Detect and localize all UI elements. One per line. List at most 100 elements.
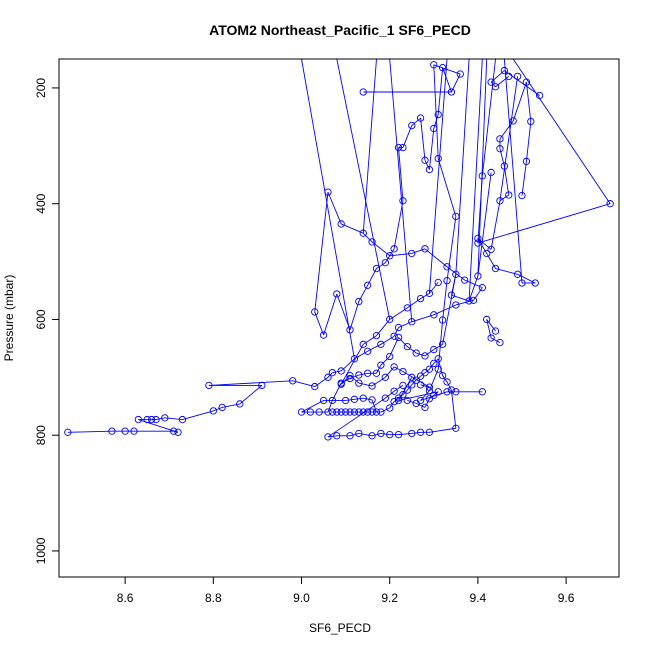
series-segment xyxy=(292,380,315,388)
data-point xyxy=(403,386,411,394)
data-point xyxy=(355,371,363,379)
series-segment-offscale xyxy=(455,59,470,275)
data-point xyxy=(394,333,403,342)
data-point xyxy=(412,399,420,408)
data-point xyxy=(487,168,495,177)
series-segment xyxy=(371,376,386,387)
data-point xyxy=(386,252,394,260)
data-point xyxy=(289,377,297,385)
data-point xyxy=(394,394,403,402)
data-point xyxy=(377,408,385,416)
series-segment xyxy=(323,293,338,336)
series-segment xyxy=(393,366,404,372)
data-point xyxy=(121,427,129,435)
data-point xyxy=(421,245,429,253)
data-point xyxy=(386,430,394,439)
series-segment xyxy=(525,82,532,122)
series-segment xyxy=(380,356,391,366)
series-segment xyxy=(314,311,324,336)
series-segment xyxy=(429,427,456,433)
series-segment xyxy=(341,223,364,234)
data-point xyxy=(319,331,328,339)
data-point xyxy=(147,415,156,424)
series-segment xyxy=(473,287,483,301)
data-point xyxy=(390,245,398,253)
data-point xyxy=(364,369,372,377)
data-point xyxy=(425,383,434,391)
data-point xyxy=(500,66,509,75)
data-point xyxy=(359,408,367,416)
data-point xyxy=(465,297,473,305)
data-point xyxy=(430,391,438,399)
data-point xyxy=(425,289,434,298)
series-segment xyxy=(349,433,359,437)
data-point xyxy=(258,381,266,390)
x-axis: 8.6 8.8 9.0 9.2 9.4 9.6 xyxy=(117,576,575,605)
data-point xyxy=(205,381,213,390)
data-point xyxy=(522,78,531,86)
data-point xyxy=(394,143,403,152)
data-point xyxy=(416,114,425,122)
data-point xyxy=(399,197,407,205)
data-point xyxy=(130,427,138,435)
data-point xyxy=(425,386,434,395)
data-point xyxy=(390,332,398,340)
series-segment xyxy=(340,344,364,385)
data-point xyxy=(368,396,376,404)
data-point xyxy=(311,308,319,316)
series-segment xyxy=(314,192,329,312)
data-point xyxy=(461,276,469,284)
data-point xyxy=(456,70,464,78)
data-point xyxy=(522,157,531,166)
series-segment-offscale xyxy=(362,59,377,234)
series-segment xyxy=(420,293,430,299)
series-segment xyxy=(327,191,342,225)
data-point xyxy=(434,278,442,287)
data-point xyxy=(438,340,447,348)
data-point xyxy=(333,408,341,416)
data-point xyxy=(412,349,420,357)
data-point xyxy=(452,388,460,396)
data-point xyxy=(174,428,182,436)
series-segment xyxy=(477,172,492,277)
data-point xyxy=(518,279,526,287)
series-segment xyxy=(380,433,390,436)
data-point xyxy=(425,428,434,436)
data-point xyxy=(346,408,354,416)
data-point xyxy=(447,88,456,96)
data-point xyxy=(381,373,389,381)
series-segment xyxy=(384,248,395,263)
data-point xyxy=(430,61,438,69)
data-point xyxy=(443,263,451,271)
data-point xyxy=(324,408,332,416)
data-point xyxy=(531,279,539,287)
data-point xyxy=(368,408,376,416)
data-point xyxy=(421,156,429,164)
data-point xyxy=(364,281,372,289)
data-point xyxy=(368,238,376,246)
data-point xyxy=(408,318,416,326)
data-point xyxy=(390,387,398,395)
data-point xyxy=(416,294,425,303)
series-segment xyxy=(327,435,337,438)
series-segment xyxy=(411,314,434,323)
data-point xyxy=(359,88,367,96)
series-segment xyxy=(525,121,532,162)
x-tick-label: 9.4 xyxy=(470,591,487,605)
data-point xyxy=(434,388,442,396)
series-segment-offscale xyxy=(503,59,523,284)
series-segment xyxy=(349,301,360,330)
series-segment xyxy=(349,374,360,379)
data-point xyxy=(500,162,509,170)
data-point xyxy=(324,433,332,441)
data-point xyxy=(333,432,341,440)
series-segment-offscale xyxy=(336,59,391,320)
data-point xyxy=(430,345,438,354)
series-segment xyxy=(411,117,421,126)
series-segment-offscale xyxy=(481,59,496,176)
data-point xyxy=(350,355,359,363)
series-segment xyxy=(495,76,510,88)
series-segment xyxy=(433,343,443,350)
data-point xyxy=(421,369,429,377)
